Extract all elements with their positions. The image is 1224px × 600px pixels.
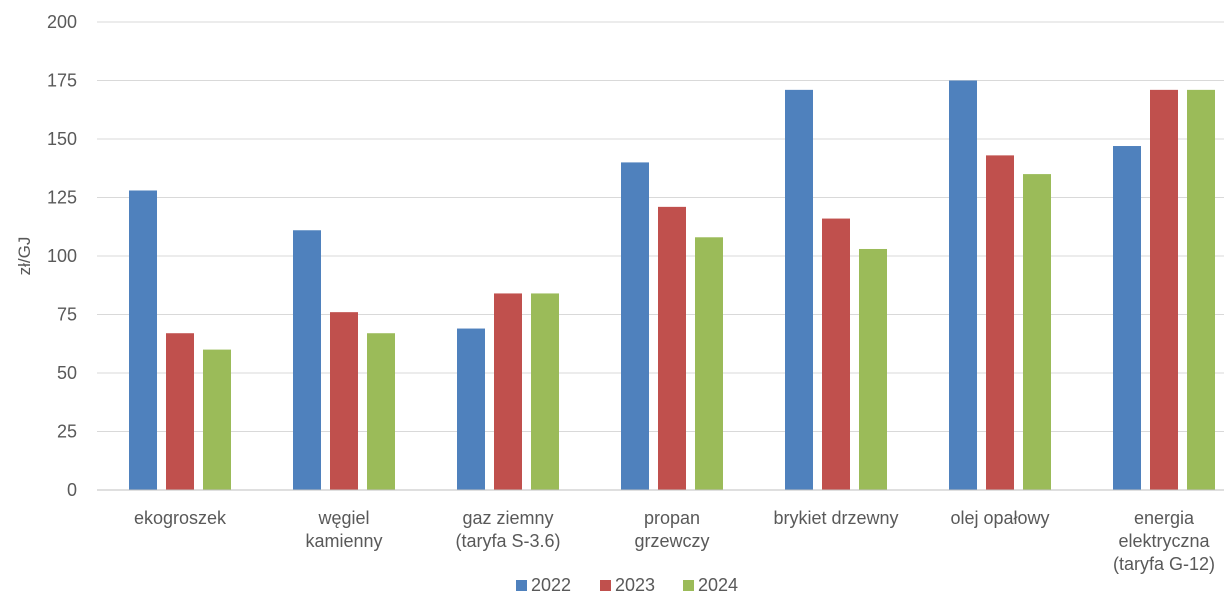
x-category-label: energia elektryczna (taryfa G-12) [1113,508,1215,574]
bar-2022 [949,80,977,490]
bar-2024 [859,248,887,490]
y-tick-label: 175 [47,71,77,91]
bar-2024 [1023,174,1051,490]
bar-2024 [695,237,723,490]
bar-2024 [203,349,231,490]
y-tick-label: 150 [47,129,77,149]
bar-2023 [658,206,686,491]
y-tick-label: 100 [47,246,77,266]
y-tick-label: 25 [57,422,77,442]
bar-2022 [621,162,649,490]
y-axis-ticks: 0 25 50 75 100 125 150 175 200 [47,12,77,500]
legend-swatch [600,580,611,591]
legend-label: 2023 [615,575,655,595]
bar-2024 [367,333,395,490]
legend: 2022 2023 2024 [516,575,738,595]
legend-label: 2024 [698,575,738,595]
bar-2024 [531,293,559,490]
bar-2022 [1113,146,1141,490]
bar-2023 [330,312,358,490]
x-axis-category-labels: ekogroszek węgiel kamienny gaz ziemny (taryf… [134,508,1215,574]
bar-2023 [166,333,194,490]
x-category-label: propan grzewczy [634,508,709,551]
bar-2022 [785,89,813,491]
y-tick-label: 75 [57,305,77,325]
bar-2023 [494,293,522,490]
y-tick-label: 50 [57,363,77,383]
x-category-label: brykiet drzewny [773,508,898,528]
y-axis-label: zł/GJ [15,237,34,276]
x-category-label: ekogroszek [134,508,227,528]
bars [129,80,1215,491]
bar-2022 [129,190,157,491]
x-category-label: olej opałowy [950,508,1049,528]
bar-2022 [457,328,485,490]
legend-swatch [516,580,527,591]
bar-2023 [822,218,850,490]
x-category-label: węgiel kamienny [305,508,382,551]
legend-label: 2022 [531,575,571,595]
y-tick-label: 200 [47,12,77,32]
bar-2023 [986,155,1014,490]
x-category-label: gaz ziemny (taryfa S-3.6) [455,508,560,551]
y-tick-label: 125 [47,188,77,208]
bar-2024 [1187,89,1215,491]
legend-swatch [683,580,694,591]
bar-2022 [293,230,321,490]
bar-2023 [1150,89,1178,491]
y-tick-label: 0 [67,480,77,500]
